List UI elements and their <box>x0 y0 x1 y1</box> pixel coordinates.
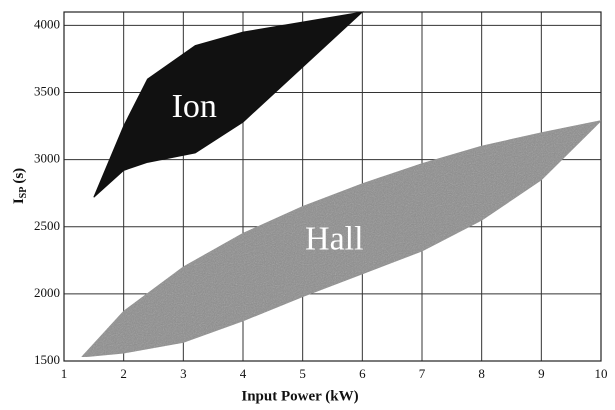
x-tick-label: 6 <box>359 366 366 381</box>
area-band <box>80 119 603 358</box>
x-tick-label: 4 <box>240 366 247 381</box>
plot-frame <box>63 11 602 362</box>
x-tick-label: 2 <box>120 366 127 381</box>
x-axis-label: Input Power (kW) <box>241 388 358 404</box>
y-axis-label: ISP (s) <box>11 168 29 204</box>
y-tick-label: 3500 <box>34 84 60 99</box>
x-tick-label: 8 <box>478 366 485 381</box>
x-tick-label: 3 <box>180 366 187 381</box>
x-tick-label: 1 <box>61 366 68 381</box>
series-label: Ion <box>172 88 217 125</box>
series-label: Hall <box>305 221 364 258</box>
x-tick-label: 7 <box>419 366 426 381</box>
x-tick-label: 5 <box>299 366 306 381</box>
y-tick-label: 3000 <box>34 151 60 166</box>
y-axis-label-main: I <box>11 198 27 204</box>
y-tick-label: 4000 <box>34 16 60 31</box>
y-axis-label-sub: SP <box>18 187 29 199</box>
y-tick-label: 1500 <box>34 352 60 367</box>
area-band <box>93 11 364 198</box>
y-tick-label: 2500 <box>34 218 60 233</box>
x-tick-label: 10 <box>595 366 608 381</box>
x-tick-label: 9 <box>538 366 545 381</box>
y-axis-label-unit: (s) <box>11 168 27 184</box>
y-tick-label: 2000 <box>34 285 60 300</box>
